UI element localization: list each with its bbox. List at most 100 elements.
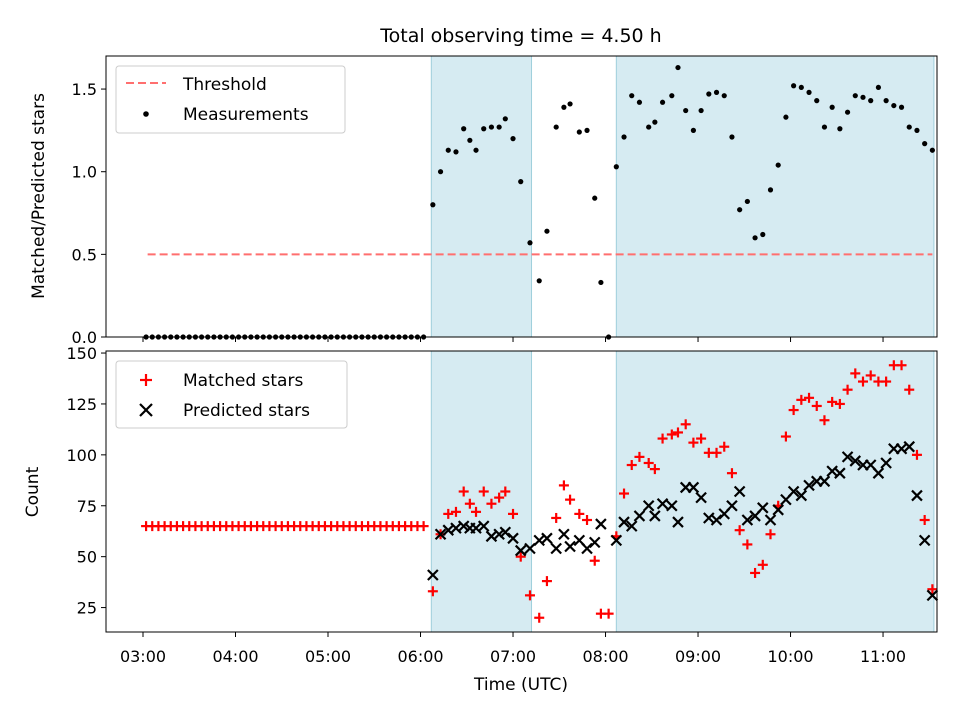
top-plot-frame [105,55,938,338]
predicted-star-point [558,528,570,541]
legend-measurements-label: Measurements [183,105,309,125]
measurement-point [690,127,697,133]
legend-measurements-swatch [143,111,149,117]
matched-star-point [524,590,535,601]
matched-star-point [582,515,593,526]
predicted-star-point [610,534,623,547]
matched-star-point [711,447,722,458]
matched-star-point [804,392,815,403]
matched-star-point [634,451,645,462]
bottom-y-axis-label: Count [23,466,43,517]
measurement-point [510,136,516,142]
measurement-point [629,93,635,99]
predicted-star-point [656,497,669,510]
matched-star-point [750,567,761,578]
predicted-star-point [687,481,700,494]
matched-star-point [719,441,730,452]
measurement-point [496,124,502,130]
matched-star-point [788,405,799,416]
predicted-star-point [795,489,808,502]
measurement-point [737,207,743,213]
bot-y-tick-label: 150 [66,344,97,363]
x-tick-label: 08:00 [582,647,628,666]
predicted-star-point [918,534,931,547]
matched-star-point [796,394,807,405]
matched-star-point [565,494,576,505]
measurement-point [783,114,789,120]
matched-star-point [494,492,505,503]
matched-star-point [726,468,737,479]
predicted-star-point [911,489,923,502]
measurement-point [467,137,473,143]
matched-star-point [911,449,922,460]
matched-star-point [819,415,830,426]
matched-star-point [574,508,585,519]
predicted-star-point [757,502,769,514]
predicted-star-point [581,542,593,555]
measurement-point [891,102,897,109]
measurement-point [636,99,643,105]
matched-star-point [643,457,654,468]
top-shaded-interval [430,55,533,338]
matched-star-point [865,370,876,381]
top-y-tick-label: 0.5 [72,245,97,264]
measurement-point [860,94,866,100]
x-tick-label: 10:00 [767,647,813,666]
matched-star-point [478,486,489,497]
predicted-star-point [741,514,754,526]
top-legend-box [115,65,346,134]
predicted-star-point [764,514,777,526]
predicted-star-point [818,475,831,488]
measurement-point [488,124,495,130]
matched-star-point [927,584,938,595]
measurement-point [698,107,704,114]
bottom-plot-frame [105,350,938,633]
matched-star-point [603,608,614,619]
measurement-point [814,98,820,104]
measurement-point [445,147,451,153]
measurement-point [898,104,905,110]
matched-star-point [757,559,768,570]
predicted-star-point [625,520,638,532]
x-tick-label: 04:00 [212,647,258,666]
legend-matched-swatch [140,374,152,386]
legend-predicted-label: Predicted stars [183,401,310,421]
measurement-point [767,187,774,193]
matched-star-point [881,376,892,387]
matched-star-point [541,576,552,587]
predicted-star-point [642,499,655,512]
matched-star-point [500,486,511,497]
matched-star-point [734,525,745,536]
top-y-axis-label: Matched/Predicted stars [29,93,49,299]
measurement-point [544,228,550,234]
measurement-point [527,240,533,246]
legend-predicted-swatch [139,403,153,417]
matched-star-point [680,419,691,430]
legend-matched-label: Matched stars [183,371,303,391]
matched-star-point [450,506,461,517]
predicted-star-point [618,516,630,528]
x-tick-label: 03:00 [120,647,166,666]
bot-shaded-interval [615,350,935,633]
measurement-point [760,231,766,238]
measurement-point [844,109,851,115]
predicted-star-point [541,532,553,545]
matched-star-point [551,512,562,523]
matched-star-point [471,506,482,517]
x-tick-label: 09:00 [675,647,721,666]
measurement-point [646,124,652,130]
measurement-point [553,124,559,130]
measurement-point [744,198,750,205]
predicted-star-point [849,455,862,467]
matched-star-point [508,508,519,519]
x-axis-label: Time (UTC) [473,675,568,695]
measurement-point [584,127,590,133]
bottom-legend-box [115,360,348,429]
predicted-star-point [595,518,607,530]
top-y-tick-label: 0.0 [72,328,97,347]
matched-star-point [515,551,526,562]
bot-y-tick-label: 25 [77,599,97,618]
measurement-point [852,93,858,99]
measurement-point [906,124,912,130]
